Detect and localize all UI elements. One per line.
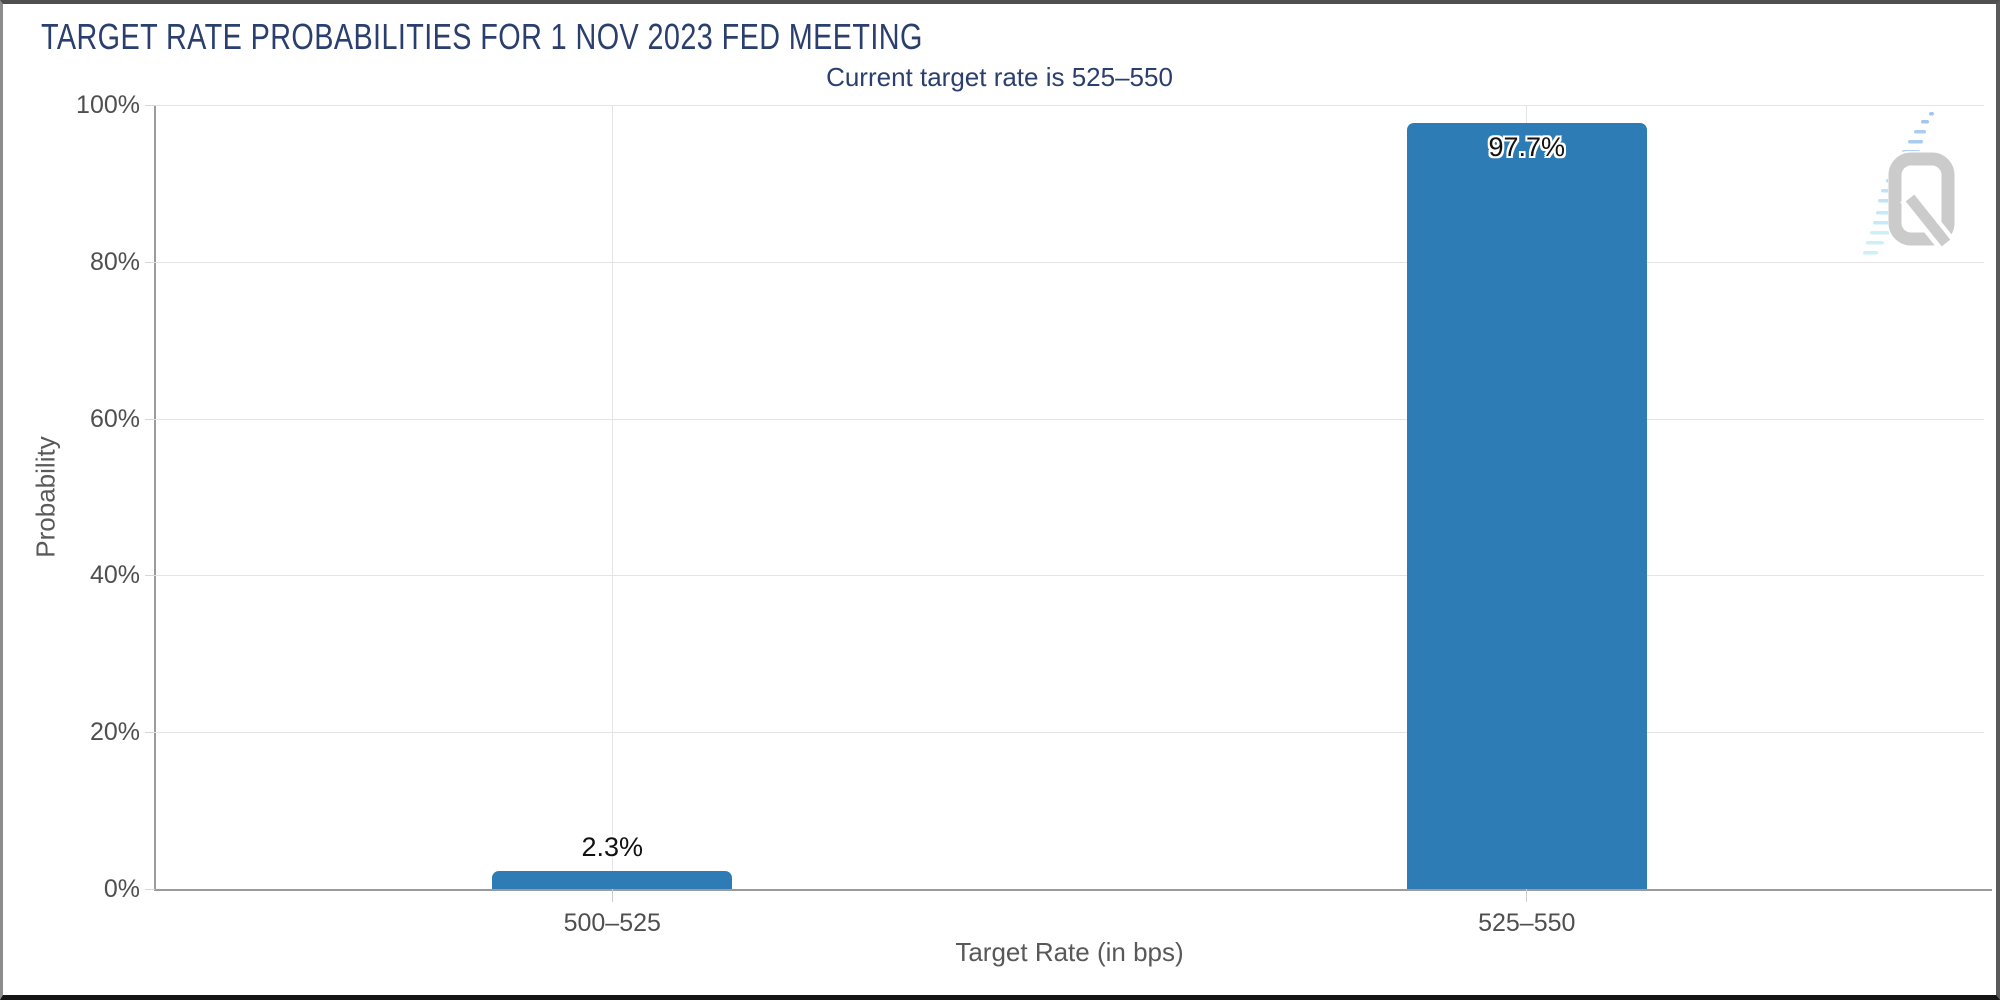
y-axis-tick [145, 261, 155, 263]
y-tick-label: 20% [89, 718, 140, 747]
gridline-horizontal [155, 732, 1984, 734]
gridline-horizontal [155, 105, 1984, 106]
chart-title: TARGET RATE PROBABILITIES FOR 1 NOV 2023… [41, 16, 923, 57]
bar-value-label: 2.3% [581, 831, 644, 862]
plot-area: 0% 20% 40% 60% 80% 100% 500–525 2.3% 525–550 97.7… [76, 91, 1992, 937]
y-axis-tick [145, 889, 155, 890]
gridline-horizontal [155, 575, 1984, 577]
y-tick-label: 40% [89, 561, 140, 590]
chart-subtitle: Current target rate is 525–550 [826, 62, 1173, 92]
bar [1406, 123, 1647, 889]
y-axis-title: Probability [30, 436, 61, 558]
bar-value-label: 97.7% [1488, 132, 1566, 163]
x-axis-title: Target Rate (in bps) [955, 937, 1184, 967]
y-axis-tick [145, 418, 155, 420]
y-tick-label: 60% [89, 404, 140, 433]
y-axis-line [154, 105, 156, 891]
y-tick-label: 100% [76, 91, 140, 119]
y-axis-tick [145, 732, 155, 734]
y-axis-tick [145, 575, 155, 577]
y-axis-tick [145, 105, 155, 106]
x-axis-line [154, 889, 1992, 891]
y-tick-label: 0% [103, 875, 140, 903]
x-axis-tick [1526, 889, 1528, 902]
q-watermark-logo [1863, 112, 1956, 255]
y-tick-label: 80% [89, 247, 140, 276]
q-logo-letter [1888, 151, 1956, 253]
x-tick-label: 500–525 [563, 909, 661, 937]
x-tick-label: 525–550 [1478, 909, 1576, 937]
x-axis-tick [611, 889, 613, 902]
gridline-vertical [611, 105, 613, 889]
gridline-horizontal [155, 418, 1984, 420]
gridline-horizontal [155, 261, 1984, 263]
bar [492, 870, 733, 889]
